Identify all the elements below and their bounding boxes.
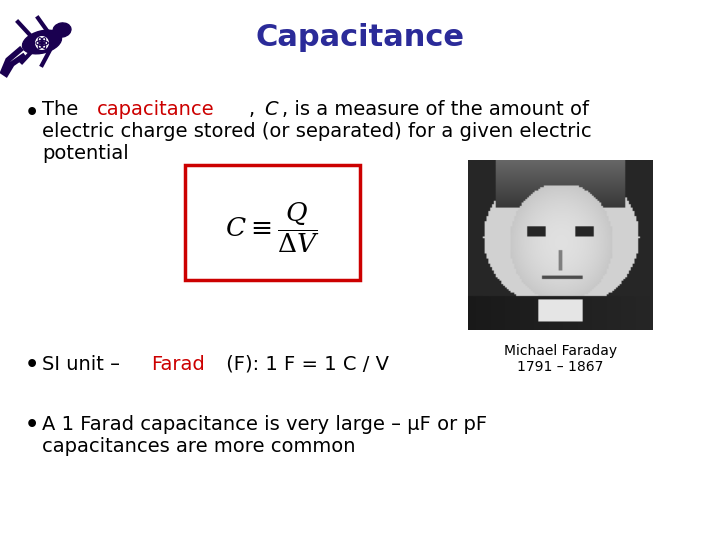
Text: capacitances are more common: capacitances are more common <box>42 437 356 456</box>
Text: (F): 1 F = 1 C / V: (F): 1 F = 1 C / V <box>220 355 389 374</box>
Text: •: • <box>25 103 40 123</box>
Text: potential: potential <box>42 144 129 163</box>
Text: •: • <box>25 355 40 375</box>
Text: The: The <box>42 100 84 119</box>
Text: 1791 – 1867: 1791 – 1867 <box>517 360 603 374</box>
Text: electric charge stored (or separated) for a given electric: electric charge stored (or separated) fo… <box>42 122 592 141</box>
Text: A 1 Farad capacitance is very large – μF or pF: A 1 Farad capacitance is very large – μF… <box>42 415 487 434</box>
Ellipse shape <box>53 23 71 37</box>
Text: Farad: Farad <box>150 355 204 374</box>
Text: capacitance: capacitance <box>96 100 215 119</box>
Bar <box>185 165 360 280</box>
Text: $C \equiv \dfrac{Q}{\Delta V}$: $C \equiv \dfrac{Q}{\Delta V}$ <box>225 200 320 255</box>
Text: C: C <box>264 100 278 119</box>
Text: Michael Faraday: Michael Faraday <box>504 344 617 358</box>
Text: ,: , <box>248 100 261 119</box>
Text: , is a measure of the amount of: , is a measure of the amount of <box>282 100 589 119</box>
Circle shape <box>40 42 43 44</box>
Text: •: • <box>25 415 40 435</box>
Text: Capacitance: Capacitance <box>256 24 464 52</box>
Ellipse shape <box>22 30 61 54</box>
Text: SI unit –: SI unit – <box>42 355 126 374</box>
Circle shape <box>35 36 49 50</box>
